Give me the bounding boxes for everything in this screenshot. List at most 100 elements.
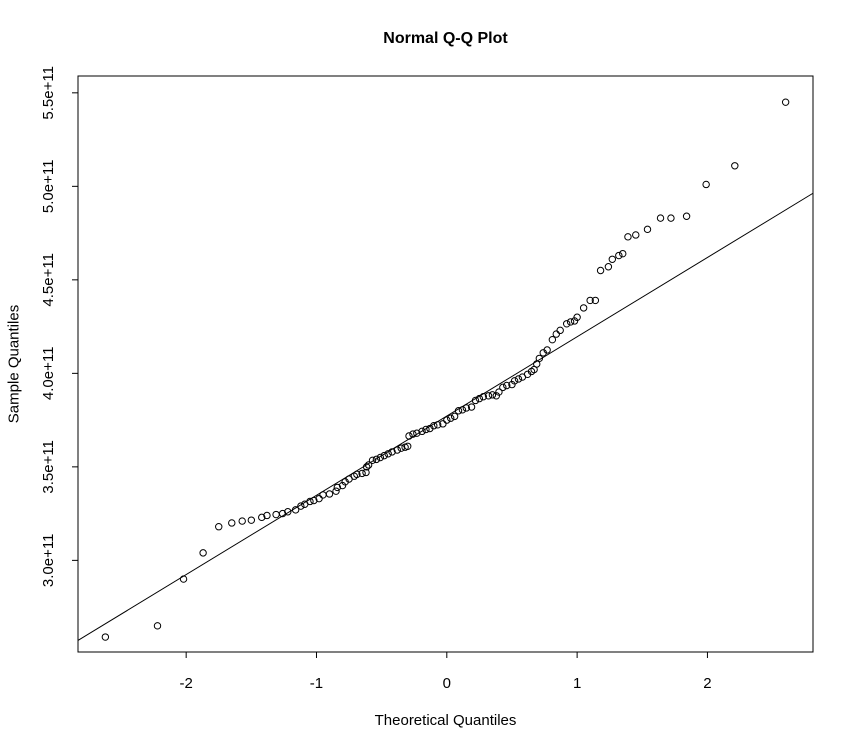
- x-tick-label: 2: [703, 675, 711, 692]
- data-point: [413, 429, 421, 437]
- x-axis-label: Theoretical Quantiles: [374, 712, 517, 729]
- data-point: [422, 425, 430, 434]
- data-point: [418, 427, 426, 436]
- data-point: [495, 388, 503, 396]
- data-point: [291, 506, 300, 514]
- data-point: [263, 511, 271, 520]
- data-point: [624, 233, 632, 241]
- y-tick-label: 3.5e+11: [40, 440, 57, 494]
- data-point: [319, 491, 327, 499]
- data-point: [510, 377, 519, 385]
- data-point: [579, 304, 588, 312]
- data-point: [454, 407, 463, 415]
- data-point: [731, 162, 739, 170]
- data-point: [258, 513, 266, 522]
- data-point: [467, 403, 476, 411]
- data-point: [514, 375, 523, 383]
- data-point: [508, 380, 516, 389]
- data-point: [462, 404, 471, 412]
- data-point: [492, 392, 501, 400]
- data-point: [376, 453, 385, 462]
- data-point: [353, 470, 361, 479]
- y-tick-label: 4.5e+11: [40, 253, 57, 307]
- data-point: [388, 448, 396, 456]
- data-point: [488, 391, 497, 399]
- data-point: [535, 354, 544, 363]
- data-point: [315, 494, 323, 503]
- data-point: [325, 490, 334, 498]
- data-point: [362, 468, 370, 477]
- data-point: [619, 249, 627, 258]
- data-point: [499, 383, 507, 392]
- data-point: [297, 502, 305, 510]
- data-point: [604, 263, 613, 271]
- data-point: [153, 622, 162, 630]
- data-point: [562, 320, 571, 328]
- data-point: [503, 381, 511, 390]
- data-point: [278, 509, 287, 518]
- data-point: [548, 335, 557, 344]
- data-point: [215, 523, 223, 531]
- data-point: [458, 406, 467, 414]
- x-tick-label: 1: [573, 675, 581, 692]
- data-point: [608, 255, 617, 263]
- data-point: [682, 212, 691, 220]
- data-point: [228, 519, 236, 527]
- data-point: [475, 394, 484, 403]
- data-point: [238, 517, 246, 525]
- y-tick-label: 3.0e+11: [40, 534, 57, 588]
- plot-border: [77, 75, 814, 653]
- data-point: [443, 416, 451, 424]
- data-point: [566, 318, 575, 326]
- data-point: [471, 396, 480, 405]
- data-point: [433, 421, 442, 429]
- data-point: [702, 180, 710, 189]
- x-tick-label: -1: [310, 675, 323, 692]
- data-point: [552, 330, 560, 338]
- y-tick-label: 5.5e+11: [40, 66, 57, 120]
- data-point: [372, 455, 381, 464]
- data-point: [364, 461, 373, 469]
- data-point: [199, 549, 207, 557]
- data-point: [179, 575, 188, 583]
- data-point: [284, 508, 292, 516]
- data-point: [101, 633, 110, 641]
- data-point: [439, 420, 447, 428]
- x-tick-label: -2: [179, 675, 192, 692]
- data-point: [247, 516, 256, 524]
- data-point: [405, 432, 413, 440]
- data-point: [586, 296, 594, 305]
- data-point: [450, 412, 459, 421]
- data-point: [573, 313, 581, 321]
- data-point: [306, 497, 314, 506]
- data-point: [556, 326, 564, 335]
- data-point: [656, 214, 665, 222]
- data-point: [479, 393, 487, 401]
- data-point: [430, 422, 438, 430]
- data-point: [397, 444, 405, 452]
- data-point: [615, 251, 623, 260]
- data-point: [272, 510, 280, 519]
- data-point: [362, 463, 371, 471]
- data-point: [781, 98, 790, 106]
- data-point: [409, 430, 417, 438]
- data-point: [447, 414, 455, 422]
- data-point: [484, 392, 493, 400]
- data-point: [632, 231, 640, 239]
- data-point: [310, 496, 318, 505]
- data-point: [333, 483, 342, 492]
- data-point: [643, 225, 652, 234]
- data-point: [358, 469, 366, 478]
- data-point: [332, 487, 340, 495]
- data-point: [596, 266, 605, 275]
- data-point: [384, 450, 392, 458]
- y-axis-label: Sample Quantiles: [5, 304, 23, 424]
- data-point: [591, 296, 600, 305]
- data-point: [368, 456, 377, 465]
- data-point: [380, 451, 388, 460]
- y-tick-label: 5.0e+11: [40, 160, 57, 214]
- data-point: [404, 442, 412, 450]
- y-tick-label: 4.0e+11: [40, 347, 57, 401]
